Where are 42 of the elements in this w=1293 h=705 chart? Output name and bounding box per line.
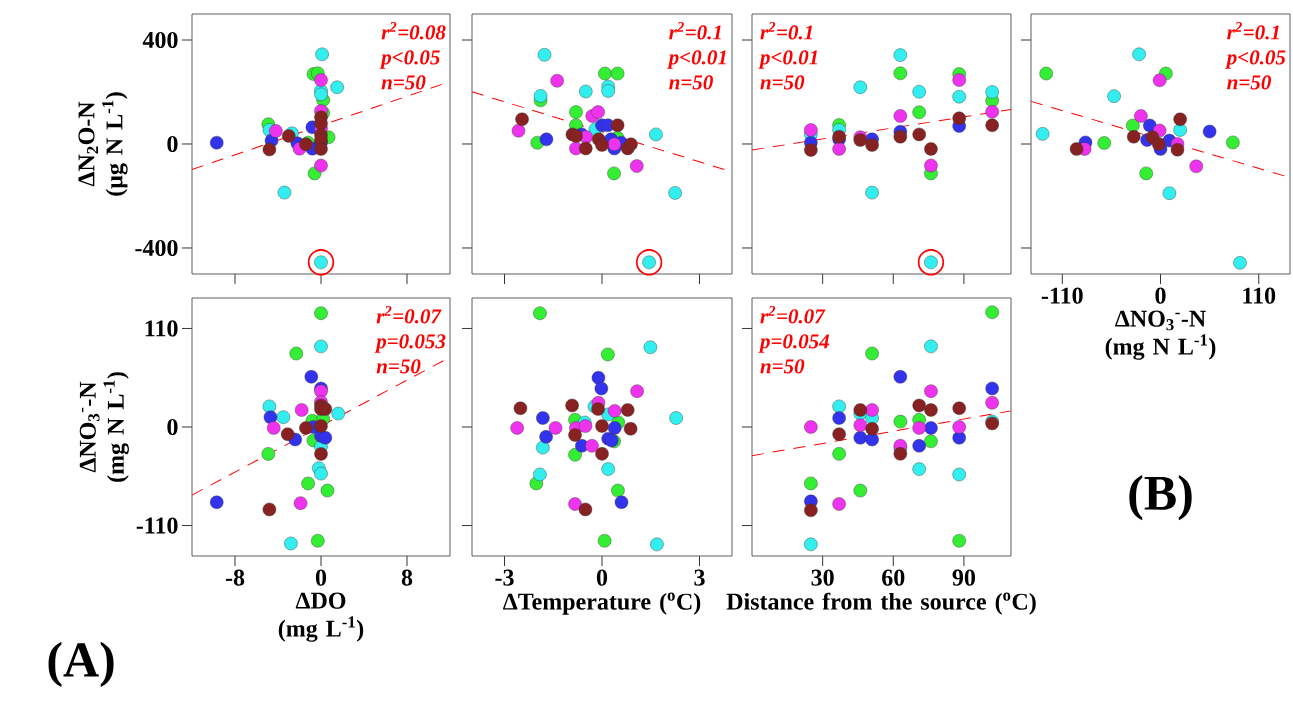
annotation: p=0.053 xyxy=(374,334,446,353)
x-tick-label: 0 xyxy=(1155,287,1166,304)
y-tick-label: -110 xyxy=(136,517,178,534)
y-tick-label: 110 xyxy=(145,320,178,337)
x-tick-label: 0 xyxy=(315,569,327,586)
annotation: p<0.05 xyxy=(1225,50,1286,69)
x-tick-label: 110 xyxy=(1243,287,1276,304)
y-tick-label: 0 xyxy=(167,418,178,436)
annotation: r$^{2}$=0.1 xyxy=(760,22,813,40)
y-tick-label: -400 xyxy=(135,239,178,257)
x-tick-label: -110 xyxy=(1041,287,1083,304)
y-tick-label: 400 xyxy=(142,31,178,49)
annotation: p<0.05 xyxy=(379,50,440,69)
y-tick-label: 0 xyxy=(167,135,178,153)
x-axis-title: Distance from the source ($^{o}$C) xyxy=(726,592,1036,615)
annotation: n=50 xyxy=(760,75,805,90)
x-tick-label: 30 xyxy=(811,569,834,586)
annotation: r$^{2}$=0.1 xyxy=(1227,22,1279,40)
x-axis-title: ΔTemperature ($^{o}$C) xyxy=(503,592,701,615)
x-axis-title: ΔNO$_{3}$$^{-}$-N (mg N L$^{-1}$) xyxy=(1105,310,1216,360)
x-tick-label: 8 xyxy=(401,569,413,586)
annotation: n=50 xyxy=(381,75,426,90)
annotation: p=0.054 xyxy=(758,334,830,353)
x-tick-label: 0 xyxy=(596,569,608,586)
x-tick-label: 3 xyxy=(694,569,705,586)
annotation: r$^{2}$=0.08 xyxy=(381,22,446,40)
x-tick-label: -3 xyxy=(495,569,514,586)
annotation: r$^{2}$=0.1 xyxy=(669,22,721,40)
x-tick-label: 60 xyxy=(882,569,905,586)
x-axis-title: ΔDO (mg L$^{-1}$) xyxy=(278,592,364,642)
text: (A) xyxy=(48,641,114,688)
annotation: r$^{2}$=0.07 xyxy=(760,305,826,324)
x-tick-label: -8 xyxy=(225,569,245,586)
annotation: p<0.01 xyxy=(758,50,818,69)
x-tick-label: 90 xyxy=(952,569,976,586)
annotation: n=50 xyxy=(669,75,713,90)
annotation: n=50 xyxy=(1227,75,1271,90)
text: (B) xyxy=(1129,474,1192,521)
annotation: p<0.01 xyxy=(667,50,726,69)
annotation: n=50 xyxy=(376,359,421,374)
annotation: r$^{2}$=0.07 xyxy=(376,305,442,324)
annotation: n=50 xyxy=(760,359,805,374)
